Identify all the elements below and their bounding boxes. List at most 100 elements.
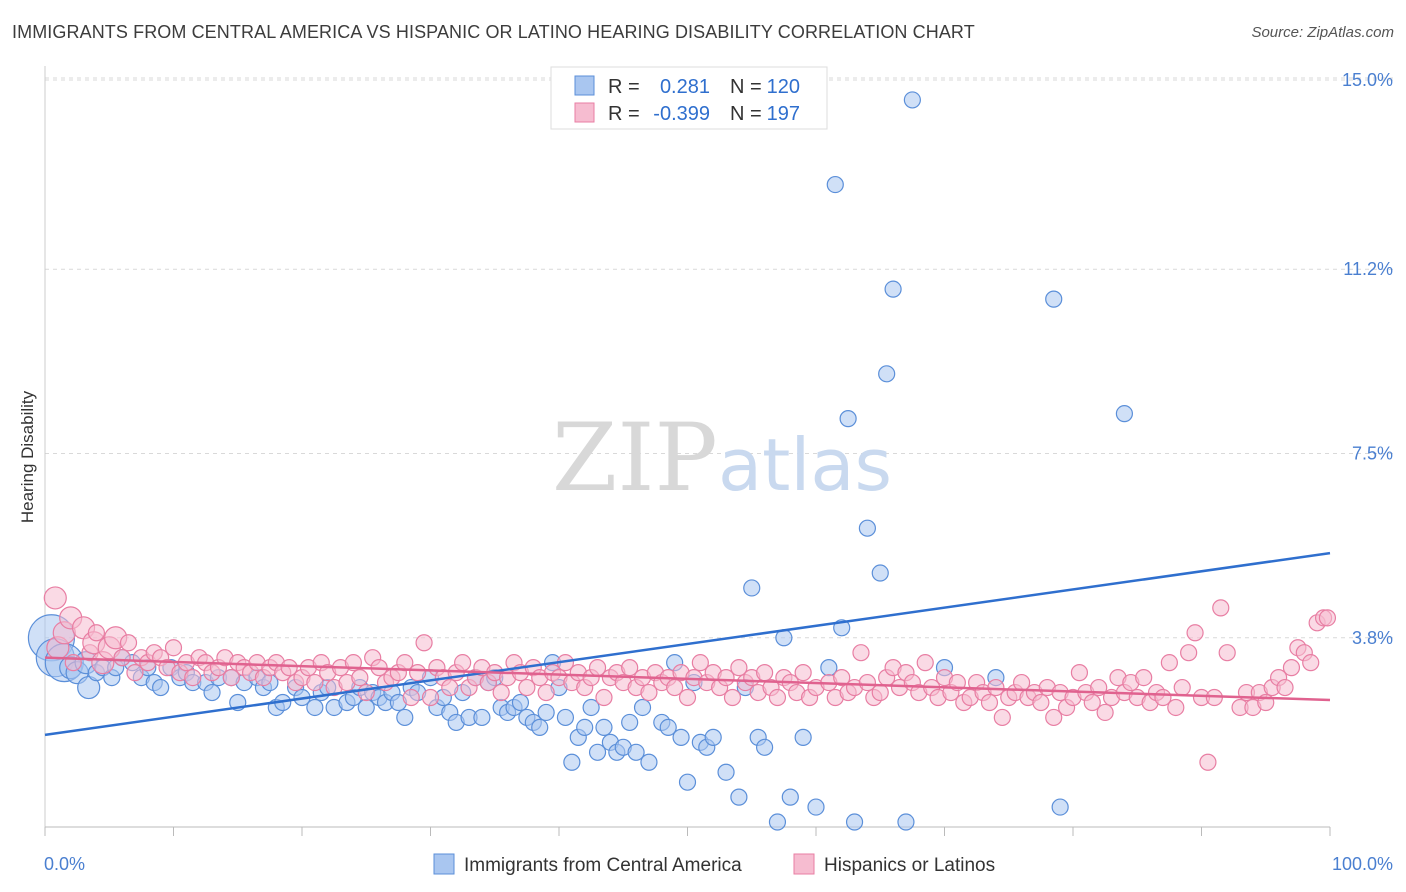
scatter-point-hispanic xyxy=(1276,678,1294,697)
scatter-point-central-america xyxy=(807,798,825,816)
scatter-point-central-america xyxy=(717,763,735,781)
scatter-point-hispanic xyxy=(640,683,658,702)
scatter-point-hispanic xyxy=(357,683,375,702)
scatter-point-hispanic xyxy=(595,688,613,707)
x-ticks xyxy=(44,827,1331,836)
scatter-point-central-america xyxy=(633,698,652,717)
scatter-point-central-america xyxy=(878,365,896,383)
scatter-point-central-america xyxy=(576,718,594,737)
scatter-point-central-america xyxy=(595,718,613,737)
scatter-point-central-america xyxy=(678,773,697,791)
watermark: ZIP atlas xyxy=(552,404,892,513)
scatter-point-central-america xyxy=(755,738,774,756)
scatter-point-central-america xyxy=(768,813,787,831)
watermark-zip: ZIP xyxy=(552,404,718,513)
scatter-point-central-america xyxy=(203,683,221,702)
scatter-point-central-america xyxy=(306,698,324,717)
series-legend-swatch-blue xyxy=(433,853,455,875)
legend-r-label-pink: R = xyxy=(608,103,640,125)
scatter-point-central-america xyxy=(588,743,607,761)
legend-n-value-blue: 120 xyxy=(767,76,800,98)
scatter-point-central-america xyxy=(871,564,889,582)
y-axis-label: Hearing Disability xyxy=(18,390,37,523)
trendlines xyxy=(44,551,1331,737)
scatter-point-hispanic xyxy=(717,668,735,687)
scatter-point-hispanic xyxy=(1173,678,1191,697)
scatter-point-hispanic xyxy=(351,668,369,687)
y-tick-labels: 3.8% 7.5% 11.2% 15.0% xyxy=(1342,70,1393,648)
scatter-point-hispanic xyxy=(184,668,202,687)
x-tick-label-max: 100.0% xyxy=(1332,854,1393,874)
y-tick-label: 3.8% xyxy=(1352,628,1393,648)
scatter-point-central-america xyxy=(621,713,639,732)
scatter-point-hispanic xyxy=(1070,664,1089,682)
scatter-point-hispanic xyxy=(415,634,433,652)
legend-n-label-pink: N = xyxy=(730,103,762,125)
scatter-point-hispanic xyxy=(518,678,536,697)
scatter-point-central-america xyxy=(640,753,658,771)
scatter-point-hispanic xyxy=(113,649,131,667)
y-tick-label: 7.5% xyxy=(1352,444,1393,464)
scatter-point-central-america xyxy=(1115,405,1134,423)
scatter-point-hispanic xyxy=(621,659,639,677)
legend-n-value-pink: 197 xyxy=(767,103,800,125)
legend-n-label-blue: N = xyxy=(730,76,762,98)
scatter-point-hispanic xyxy=(441,678,459,697)
legend-box xyxy=(550,66,828,130)
scatter-point-hispanic xyxy=(1186,624,1204,642)
scatter-point-hispanic xyxy=(1302,654,1320,672)
scatter-point-hispanic xyxy=(1212,599,1230,617)
scatter-point-hispanic xyxy=(1135,668,1153,687)
scatter-point-hispanic xyxy=(306,673,324,692)
scatter-point-central-america xyxy=(563,753,581,771)
legend-r-value-pink: -0.399 xyxy=(653,103,710,125)
scatter-point-hispanic xyxy=(164,639,183,657)
scatter-point-hispanic xyxy=(126,664,144,682)
scatter-point-hispanic xyxy=(1045,708,1063,727)
scatter-point-central-america xyxy=(858,519,877,537)
series-legend: Immigrants from Central America Hispanic… xyxy=(433,853,995,876)
scatter-point-hispanic xyxy=(1160,654,1178,672)
scatter-point-central-america xyxy=(1051,798,1069,816)
scatter-point-hispanic xyxy=(691,654,709,672)
correlation-legend: R = 0.281 N = 120 R = -0.399 N = 197 xyxy=(550,66,828,130)
legend-r-value-blue: 0.281 xyxy=(660,76,710,98)
scatter-point-hispanic xyxy=(852,644,870,662)
scatter-point-central-america xyxy=(537,703,555,722)
scatter-point-central-america xyxy=(627,743,645,761)
scatter-point-hispanic xyxy=(43,586,67,610)
chart-title: IMMIGRANTS FROM CENTRAL AMERICA VS HISPA… xyxy=(12,22,975,42)
scatter-point-hispanic xyxy=(1167,698,1185,717)
scatter-point-hispanic xyxy=(980,693,999,712)
scatter-point-hispanic xyxy=(858,673,877,692)
scatter-point-central-america xyxy=(396,708,414,727)
scatter-point-hispanic xyxy=(1218,644,1236,662)
scatter-point-hispanic xyxy=(755,664,774,682)
scatter-point-hispanic xyxy=(492,683,510,702)
scatter-point-central-america xyxy=(77,675,101,700)
trendline-central-america xyxy=(44,551,1331,737)
scatter-point-central-america xyxy=(884,280,902,298)
series-legend-label-blue: Immigrants from Central America xyxy=(464,855,742,876)
legend-r-label-blue: R = xyxy=(608,76,640,98)
points-hispanics-latinos xyxy=(43,586,1337,771)
series-legend-swatch-pink xyxy=(793,853,815,875)
trendline-hispanic xyxy=(44,656,1331,702)
scatter-point-hispanic xyxy=(730,659,748,677)
scatter-point-central-america xyxy=(743,579,761,597)
scatter-point-central-america xyxy=(704,728,722,746)
scatter-point-central-america xyxy=(672,728,690,746)
scatter-point-hispanic xyxy=(794,664,812,682)
scatter-point-hispanic xyxy=(833,668,851,687)
scatter-point-hispanic xyxy=(1083,693,1101,712)
scatter-point-hispanic xyxy=(421,688,440,707)
scatter-point-central-america xyxy=(845,813,864,831)
scatter-point-central-america xyxy=(781,788,799,806)
scatter-point-hispanic xyxy=(723,688,742,707)
chart-source: Source: ZipAtlas.com xyxy=(1251,24,1394,41)
scatter-point-hispanic xyxy=(119,634,138,652)
y-tick-label: 11.2% xyxy=(1343,259,1393,279)
scatter-point-hispanic xyxy=(916,654,934,672)
scatter-point-central-america xyxy=(473,708,491,727)
scatter-point-central-america xyxy=(531,718,549,737)
